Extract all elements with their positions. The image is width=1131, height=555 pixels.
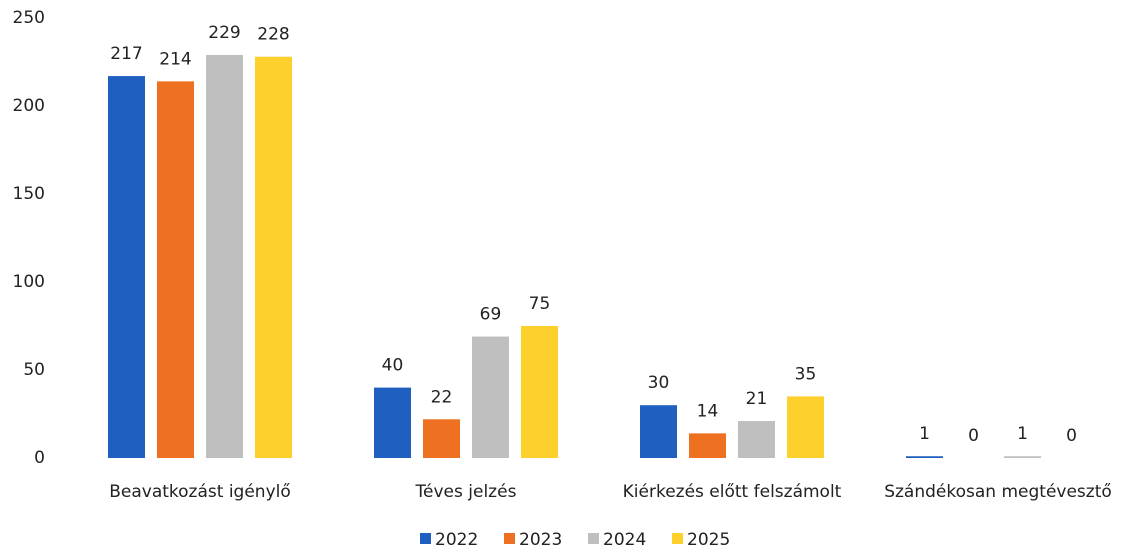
data-label: 30: [648, 373, 670, 393]
y-tick-label: 150: [13, 184, 45, 204]
data-label: 35: [795, 364, 817, 384]
data-label: 0: [1066, 426, 1077, 446]
bar: [521, 326, 558, 458]
bar: [689, 433, 726, 458]
data-label: 75: [529, 294, 551, 314]
y-tick-label: 200: [13, 96, 45, 116]
bar: [108, 76, 145, 458]
y-tick-label: 0: [34, 448, 45, 468]
data-label: 21: [746, 389, 768, 409]
bar: [206, 54, 243, 459]
data-label: 14: [697, 401, 719, 421]
y-tick-label: 100: [13, 272, 45, 292]
legend-label: 2022: [435, 530, 478, 550]
legend-label: 2025: [687, 530, 730, 550]
x-tick-label: Beavatkozást igénylő: [109, 482, 291, 502]
bar: [472, 336, 509, 458]
data-label: 40: [382, 356, 404, 376]
legend-swatch: [504, 533, 515, 544]
legend-swatch: [588, 533, 599, 544]
y-tick-label: 250: [13, 8, 45, 28]
data-label: 69: [480, 305, 502, 325]
data-label: 0: [968, 426, 979, 446]
data-label: 214: [159, 49, 191, 69]
bar: [255, 56, 292, 458]
bar: [640, 405, 677, 458]
bar: [1004, 456, 1041, 458]
bar: [423, 419, 460, 458]
data-label: 217: [110, 44, 142, 64]
bar: [787, 396, 824, 458]
data-label: 1: [1017, 424, 1028, 444]
x-tick-label: Szándékosan megtévesztő: [884, 482, 1112, 502]
data-label: 22: [431, 387, 453, 407]
data-label: 229: [208, 23, 240, 43]
legend-label: 2024: [603, 530, 646, 550]
data-label: 1: [919, 424, 930, 444]
x-tick-label: Téves jelzés: [415, 482, 517, 502]
bar: [157, 81, 194, 459]
legend-label: 2023: [519, 530, 562, 550]
x-tick-label: Kiérkezés előtt felszámolt: [623, 482, 842, 502]
y-tick-label: 50: [23, 360, 45, 380]
data-label: 228: [257, 25, 289, 45]
bar: [906, 456, 943, 458]
bar: [374, 387, 411, 458]
bar: [738, 421, 775, 458]
legend-swatch: [420, 533, 431, 544]
legend-swatch: [672, 533, 683, 544]
